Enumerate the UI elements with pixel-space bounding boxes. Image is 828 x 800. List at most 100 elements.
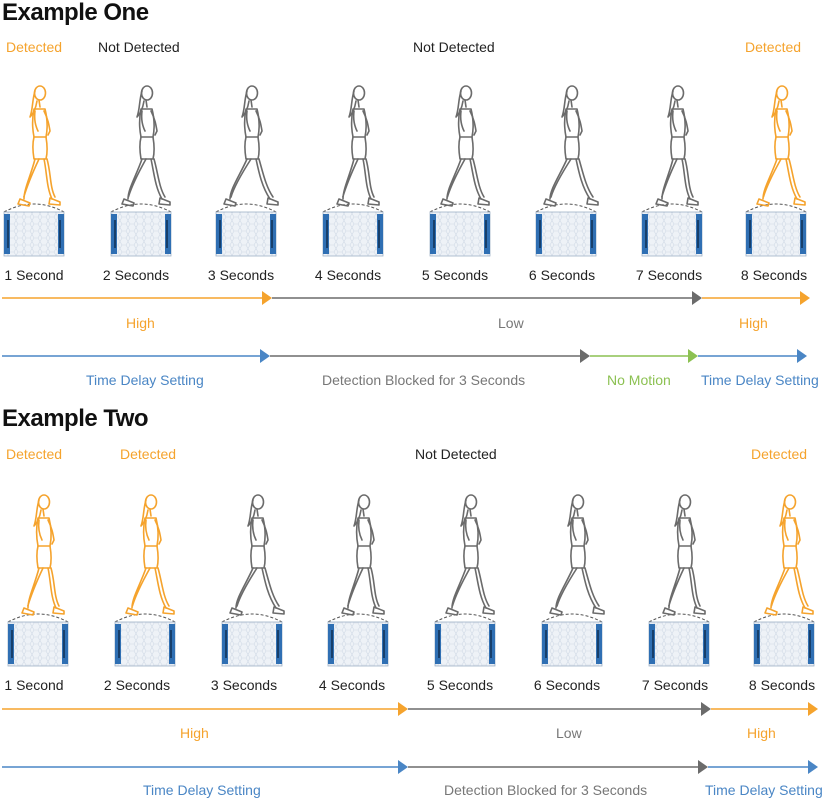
pir-sensor-icon (327, 613, 389, 667)
pir-sensor-icon (641, 203, 703, 257)
pir-sensor-icon (322, 203, 384, 257)
detection-cone-icon (541, 613, 603, 623)
time-label: 4 Seconds (318, 677, 386, 693)
output-high-label: High (180, 725, 209, 741)
blocked-arrow-head (698, 760, 708, 774)
walking-person-icon (17, 85, 61, 207)
blocked-label: Detection Blocked for 3 Seconds (322, 372, 526, 388)
time-label: 4 Seconds (314, 267, 382, 283)
walking-person-icon (764, 494, 814, 616)
pir-sensor-icon (429, 203, 491, 257)
pir-sensor-icon (215, 203, 277, 257)
time-label: 3 Seconds (207, 267, 275, 283)
time-delay-arrow-head (797, 349, 807, 363)
pir-sensor-icon (753, 613, 815, 667)
detection-cone-icon (648, 613, 710, 623)
pir-sensor-icon (745, 203, 807, 257)
time-delay-label: Time Delay Setting (701, 372, 819, 388)
detection-cone-icon (215, 203, 277, 213)
pir-sensor-icon (110, 203, 172, 257)
no-motion-arrow-head (688, 349, 698, 363)
output-low-label: Low (556, 725, 582, 741)
time-label: 6 Seconds (528, 267, 596, 283)
detection-cone-icon (429, 203, 491, 213)
walking-person-icon (223, 85, 279, 207)
time-label: 1 Second (4, 677, 64, 693)
time-delay-arrow-head (260, 349, 270, 363)
detection-cone-icon (3, 203, 65, 213)
pir-sensor-icon (114, 613, 176, 667)
output-high-label: High (747, 725, 776, 741)
walking-person-icon (543, 85, 599, 207)
detection-cone-icon (745, 203, 807, 213)
walking-person-icon (341, 494, 385, 616)
walking-person-icon (549, 494, 605, 616)
no-motion-label: No Motion (607, 372, 671, 388)
status-label-detected: Detected (751, 446, 808, 462)
walking-person-icon (21, 494, 65, 616)
detection-cone-icon (753, 613, 815, 623)
time-label: 2 Seconds (103, 677, 171, 693)
detection-cone-icon (434, 613, 496, 623)
example-one-title: Example One (2, 0, 149, 26)
walking-person-icon (756, 85, 806, 207)
time-label: 1 Second (4, 267, 64, 283)
pir-sensor-icon (541, 613, 603, 667)
output-low-label: Low (498, 315, 524, 331)
status-label-detected: Detected (6, 446, 63, 462)
time-delay-arrow-head (808, 760, 818, 774)
time-delay-label: Time Delay Setting (143, 782, 261, 798)
status-label-not-detected: Not Detected (98, 39, 180, 55)
status-label-detected: Detected (6, 39, 63, 55)
detection-cone-icon (322, 203, 384, 213)
detection-cone-icon (110, 203, 172, 213)
walking-person-icon (125, 494, 175, 616)
walking-person-icon (336, 85, 380, 207)
time-label: 5 Seconds (426, 677, 494, 693)
time-label: 7 Seconds (641, 677, 709, 693)
output-high-arrow-head (398, 702, 408, 716)
pir-sensor-icon (648, 613, 710, 667)
time-label: 3 Seconds (210, 677, 278, 693)
blocked-arrow-head (580, 349, 590, 363)
pir-sensor-icon (7, 613, 69, 667)
output-low-arrow-head (701, 702, 711, 716)
status-label-detected: Detected (745, 39, 802, 55)
time-delay-label: Time Delay Setting (86, 372, 204, 388)
detection-cone-icon (641, 203, 703, 213)
output-low-arrow-head (692, 291, 702, 305)
blocked-label: Detection Blocked for 3 Seconds (444, 782, 648, 798)
pir-sensor-icon (434, 613, 496, 667)
output-high-arrow-head (808, 702, 818, 716)
time-label: 2 Seconds (102, 267, 170, 283)
detection-cone-icon (7, 613, 69, 623)
output-high-arrow-head (262, 291, 272, 305)
time-delay-label: Time Delay Setting (705, 782, 823, 798)
output-high-label: High (739, 315, 768, 331)
pir-sensor-icon (3, 203, 65, 257)
status-label-not-detected: Not Detected (415, 446, 497, 462)
time-label: 8 Seconds (748, 677, 816, 693)
detection-cone-icon (327, 613, 389, 623)
walking-person-icon (121, 85, 171, 207)
detection-cone-icon (535, 203, 597, 213)
walking-person-icon (445, 494, 495, 616)
time-label: 5 Seconds (421, 267, 489, 283)
walking-person-icon (229, 494, 285, 616)
pir-sensor-icon (221, 613, 283, 667)
status-label-detected: Detected (120, 446, 177, 462)
detection-cone-icon (114, 613, 176, 623)
output-high-label: High (126, 315, 155, 331)
pir-sensor-icon (535, 203, 597, 257)
time-label: 7 Seconds (635, 267, 703, 283)
walking-person-icon (662, 494, 706, 616)
example-two-title: Example Two (2, 405, 149, 432)
detection-cone-icon (221, 613, 283, 623)
output-high-arrow-head (800, 291, 810, 305)
time-delay-arrow-head (398, 760, 408, 774)
status-label-not-detected: Not Detected (413, 39, 495, 55)
walking-person-icon (440, 85, 490, 207)
time-label: 8 Seconds (740, 267, 808, 283)
walking-person-icon (655, 85, 699, 207)
